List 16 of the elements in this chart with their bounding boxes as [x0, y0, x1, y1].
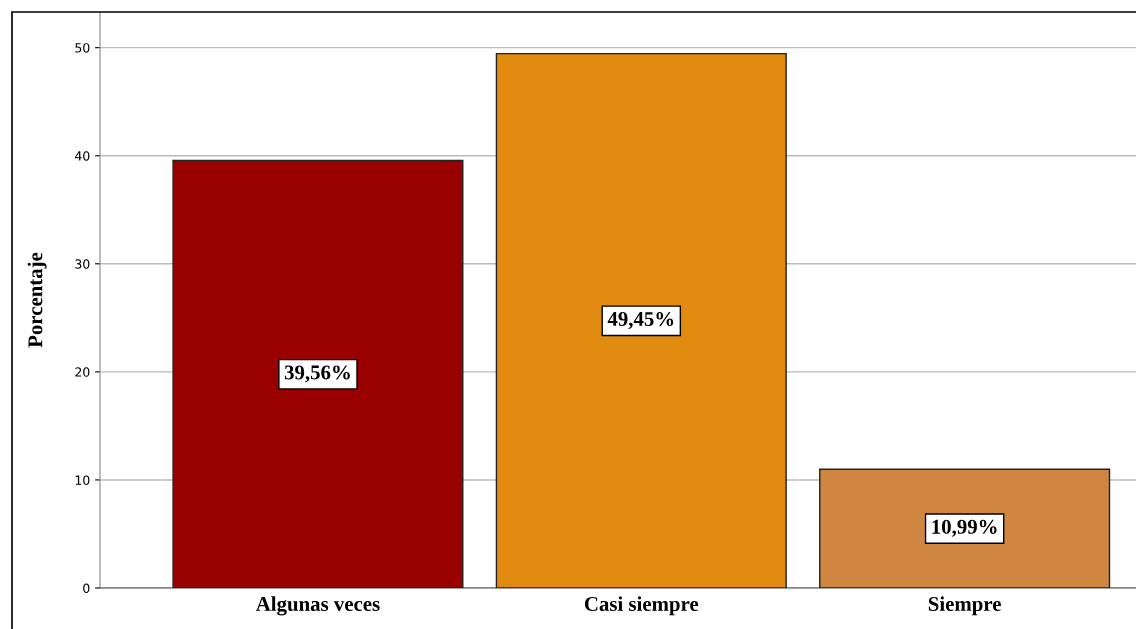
y-tick-label: 50 — [75, 43, 90, 53]
y-axis-title: Porcentaje — [27, 252, 47, 348]
y-tick-label: 20 — [75, 367, 90, 377]
bar — [495, 52, 787, 588]
y-tick-label: 40 — [74, 151, 90, 161]
x-tick-label: Algunas veces — [255, 596, 380, 616]
data-label: 39,56% — [284, 365, 350, 383]
bar — [172, 159, 464, 588]
x-tick-label: Casi siempre — [584, 596, 699, 616]
x-tick-label: Siempre — [928, 596, 1001, 616]
data-label: 49,45% — [607, 311, 674, 330]
y-tick-label: 10 — [75, 475, 90, 485]
y-tick-label: 0 — [83, 583, 90, 593]
data-label: 10,99% — [932, 519, 997, 537]
y-tick-label: 30 — [75, 259, 90, 269]
bar — [819, 468, 1111, 588]
